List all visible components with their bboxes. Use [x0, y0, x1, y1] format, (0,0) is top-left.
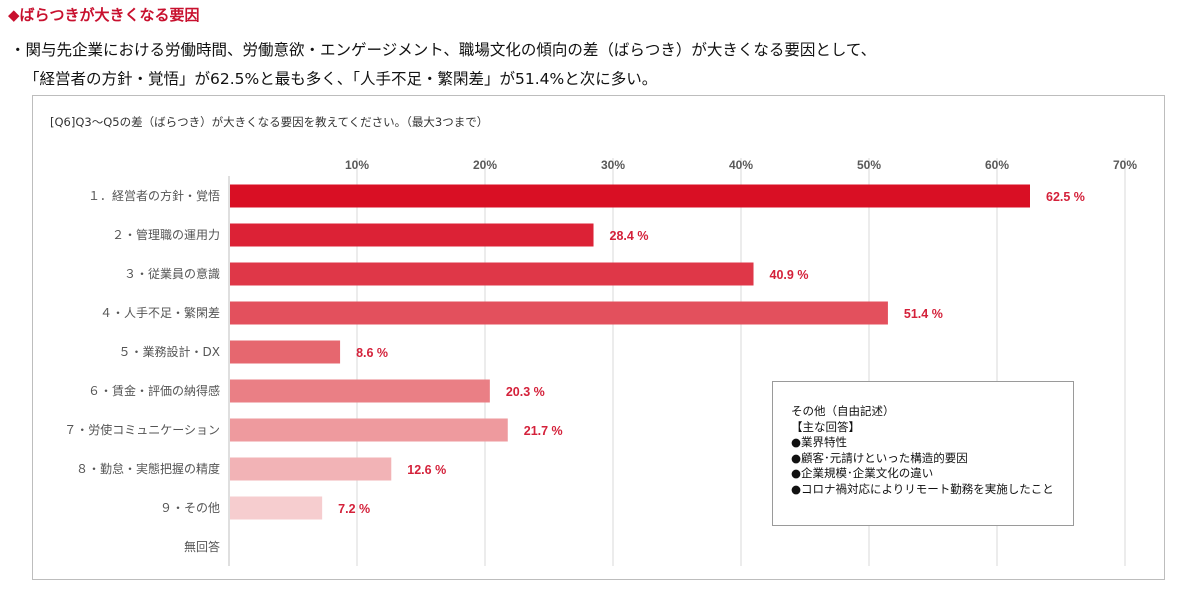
bar [230, 457, 392, 481]
note-item: ●業界特性 [791, 435, 848, 449]
note-item: ●顧客･元請けといった構造的要因 [791, 450, 968, 465]
x-tick-label: 10% [345, 158, 369, 172]
x-tick-label: 40% [729, 158, 753, 172]
category-label: ４・人手不足・繁閑差 [100, 305, 220, 320]
data-label: 20.3 % [506, 385, 545, 399]
x-tick-label: 20% [473, 158, 497, 172]
x-tick-label: 30% [601, 158, 625, 172]
chart-title: [Q6]Q3～Q5の差（ばらつき）が大きくなる要因を教えてください。（最大3つま… [50, 115, 489, 129]
data-label: 8.6 % [356, 346, 388, 360]
bar [230, 262, 754, 286]
x-tick-label: 50% [857, 158, 881, 172]
data-label: 21.7 % [524, 424, 563, 438]
category-label: ３・従業員の意識 [124, 266, 220, 281]
category-label: ９・その他 [160, 501, 220, 515]
category-label: １．経営者の方針・覚悟 [88, 188, 220, 203]
category-label: ２・管理職の運用力 [112, 227, 220, 242]
data-label: 7.2 % [338, 502, 370, 516]
bar [230, 340, 341, 364]
data-label: 62.5 % [1046, 190, 1085, 204]
category-label: ７・労使コミュニケーション [64, 422, 220, 437]
bar [230, 301, 888, 325]
bar [230, 223, 594, 247]
free-text-note-box: その他（自由記述） 【主な回答】 ●業界特性 ●顧客･元請けといった構造的要因 … [772, 381, 1074, 526]
category-label: ８・勤怠・実態把握の精度 [76, 461, 220, 476]
bar [230, 184, 1030, 208]
x-tick-label: 60% [985, 158, 1009, 172]
summary-text: ・関与先企業における労働時間、労働意欲・エンゲージメント、職場文化の傾向の差（ば… [10, 36, 876, 94]
note-subtitle: 【主な回答】 [791, 419, 860, 434]
summary-line-1: ・関与先企業における労働時間、労働意欲・エンゲージメント、職場文化の傾向の差（ば… [10, 41, 877, 59]
category-label: ５・業務設計・DX [119, 344, 220, 359]
category-label: 無回答 [184, 539, 220, 554]
x-tick-label: 70% [1113, 158, 1137, 172]
note-item: ●企業規模･企業文化の違い [791, 466, 934, 480]
summary-line-2: 「経営者の方針・覚悟」が62.5%と最も多く、「人手不足・繁閑差」が51.4%と… [24, 70, 658, 88]
data-label: 51.4 % [904, 307, 943, 321]
bar [230, 379, 490, 403]
bar [230, 418, 508, 442]
data-label: 28.4 % [610, 229, 649, 243]
note-item: ●コロナ禍対応によりリモート勤務を実施したこと [791, 481, 1054, 496]
category-label: ６・賃金・評価の納得感 [88, 383, 220, 398]
note-title: その他（自由記述） [791, 404, 895, 418]
section-heading: ◆ばらつきが大きくなる要因 [8, 6, 200, 24]
bar [230, 496, 323, 520]
data-label: 40.9 % [770, 268, 809, 282]
data-label: 12.6 % [407, 463, 446, 477]
